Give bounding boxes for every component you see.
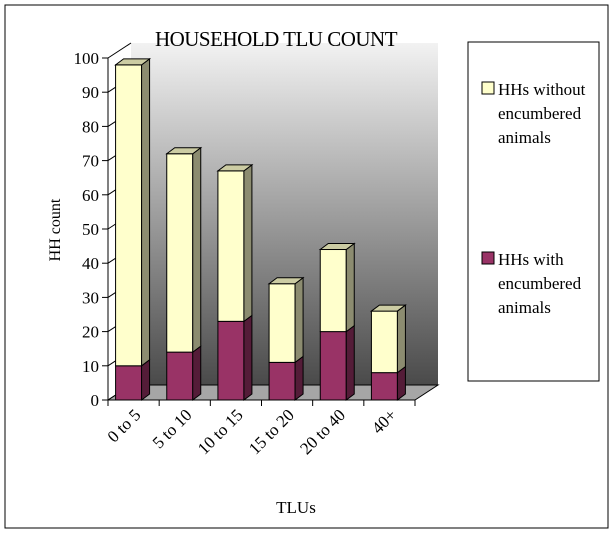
- bar-with-encumbered: [268, 355, 304, 401]
- bar-with-encumbered: [115, 358, 151, 401]
- legend-swatch: [481, 81, 495, 95]
- bar-with-encumbered: [217, 314, 253, 401]
- bar-with-encumbered: [166, 345, 202, 401]
- y-tick-label: 10: [82, 357, 99, 376]
- legend-box: [467, 41, 600, 382]
- y-tick-label: 0: [91, 391, 100, 410]
- bar-without-encumbered: [114, 57, 152, 367]
- bar-without-encumbered: [318, 242, 356, 333]
- y-tick-label: 60: [82, 186, 99, 205]
- legend-label: encumbered: [498, 104, 582, 123]
- y-tick-label: 100: [74, 49, 100, 68]
- legend-label: HHs with: [498, 250, 564, 269]
- y-tick-label: 80: [82, 117, 99, 136]
- y-tick-label: 40: [82, 254, 99, 273]
- y-axis-label: HH count: [47, 198, 64, 261]
- bar-without-encumbered: [267, 276, 305, 364]
- y-tick-label: 30: [82, 288, 99, 307]
- bar-without-encumbered: [165, 146, 203, 354]
- bar-with-encumbered: [370, 365, 406, 401]
- legend-swatch: [481, 251, 495, 265]
- chart-title: HOUSEHOLD TLU COUNT: [155, 27, 398, 51]
- y-tick-label: 20: [82, 323, 99, 342]
- legend-label: HHs without: [498, 80, 586, 99]
- legend-label: animals: [498, 128, 551, 147]
- legend-label: encumbered: [498, 274, 582, 293]
- bar-without-encumbered: [216, 163, 254, 323]
- x-axis-label: TLUs: [276, 498, 316, 517]
- legend: HHs without encumbered animals HHs with encu…: [467, 41, 600, 382]
- y-tick-label: 50: [82, 220, 99, 239]
- y-tick-label: 70: [82, 152, 99, 171]
- bar-with-encumbered: [319, 324, 355, 401]
- legend-label: animals: [498, 298, 551, 317]
- y-tick-depth: [107, 42, 132, 59]
- bar-without-encumbered: [369, 304, 407, 374]
- y-tick-label: 90: [82, 83, 99, 102]
- bars: [114, 57, 407, 401]
